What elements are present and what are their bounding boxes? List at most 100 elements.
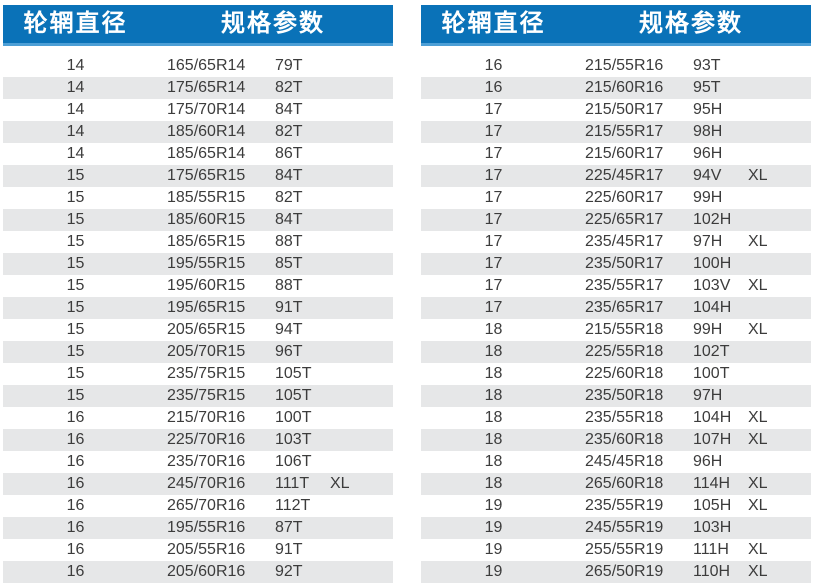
spec-table-right: 轮辋直径 规格参数 16 215/55R16 93T 16 215/60R16 … [421, 5, 811, 583]
tire-size-cell: 245/70R16 [167, 475, 246, 492]
tire-size-cell: 175/65R14 [167, 79, 246, 96]
rim-diameter-cell: 15 [66, 321, 85, 338]
load-speed-rating-cell: 86T [275, 145, 303, 162]
load-speed-rating-cell: 103V [693, 277, 731, 294]
load-speed-rating-cell: 91T [275, 299, 303, 316]
table-row: 14 175/70R14 84T [3, 99, 393, 121]
rim-diameter-header: 轮辋直径 [23, 10, 128, 37]
xl-flag-cell [330, 517, 370, 539]
rim-diameter-cell: 18 [484, 475, 503, 492]
xl-flag-cell [748, 385, 788, 407]
table-header: 轮辋直径 规格参数 [3, 5, 393, 46]
tire-size-cell: 215/50R17 [585, 101, 664, 118]
load-speed-rating-cell: 84T [275, 167, 303, 184]
xl-flag-cell [748, 77, 788, 99]
tire-size-cell: 235/65R17 [585, 299, 664, 316]
table-row: 18 235/60R18 107H XL [421, 429, 811, 451]
load-speed-rating-cell: 82T [275, 189, 303, 206]
xl-flag-cell [330, 209, 370, 231]
table-row: 18 225/60R18 100T [421, 363, 811, 385]
table-row: 17 225/65R17 102H [421, 209, 811, 231]
load-speed-rating-cell: 105T [275, 365, 312, 382]
tire-size-cell: 195/55R15 [167, 255, 246, 272]
table-row: 14 175/65R14 82T [3, 77, 393, 99]
load-speed-rating-cell: 79T [275, 57, 303, 74]
tire-size-cell: 185/60R15 [167, 211, 246, 228]
tire-size-cell: 225/65R17 [585, 211, 664, 228]
load-speed-rating-cell: 96T [275, 343, 303, 360]
rim-diameter-cell: 19 [484, 497, 503, 514]
spec-table-body: 16 215/55R16 93T 16 215/60R16 95T 17 215… [421, 55, 811, 583]
table-row: 17 225/60R17 99H [421, 187, 811, 209]
xl-flag-cell [748, 209, 788, 231]
xl-flag-cell: XL [748, 277, 768, 294]
rim-diameter-cell: 15 [66, 189, 85, 206]
xl-flag-cell: XL [748, 431, 768, 448]
load-speed-rating-cell: 97H [693, 387, 723, 404]
table-row: 17 235/55R17 103V XL [421, 275, 811, 297]
table-row: 19 255/55R19 111H XL [421, 539, 811, 561]
rim-diameter-cell: 15 [66, 343, 85, 360]
rim-diameter-cell: 17 [484, 211, 503, 228]
rim-diameter-cell: 16 [484, 57, 503, 74]
xl-flag-cell: XL [748, 167, 768, 184]
rim-diameter-cell: 18 [484, 431, 503, 448]
tire-size-cell: 205/65R15 [167, 321, 246, 338]
tire-size-cell: 235/75R15 [167, 387, 246, 404]
rim-diameter-cell: 14 [66, 79, 85, 96]
spec-params-header: 规格参数 [221, 10, 325, 37]
xl-flag-cell [748, 253, 788, 275]
load-speed-rating-cell: 91T [275, 541, 303, 558]
load-speed-rating-cell: 84T [275, 101, 303, 118]
xl-flag-cell [748, 143, 788, 165]
table-row: 16 225/70R16 103T [3, 429, 393, 451]
tire-size-cell: 185/55R15 [167, 189, 246, 206]
tire-size-cell: 205/70R15 [167, 343, 246, 360]
xl-flag-cell [748, 517, 788, 539]
xl-flag-cell [330, 561, 370, 583]
rim-diameter-cell: 17 [484, 299, 503, 316]
tire-size-cell: 225/45R17 [585, 167, 664, 184]
rim-diameter-cell: 14 [66, 145, 85, 162]
table-row: 15 195/55R15 85T [3, 253, 393, 275]
tire-size-cell: 265/60R18 [585, 475, 664, 492]
load-speed-rating-cell: 94T [275, 321, 303, 338]
load-speed-rating-cell: 112T [275, 497, 311, 514]
table-row: 18 225/55R18 102T [421, 341, 811, 363]
rim-diameter-cell: 15 [66, 255, 85, 272]
rim-diameter-cell: 18 [484, 409, 503, 426]
tire-size-cell: 175/65R15 [167, 167, 246, 184]
load-speed-rating-cell: 93T [693, 57, 721, 74]
table-row: 17 235/65R17 104H [421, 297, 811, 319]
rim-diameter-header: 轮辋直径 [441, 10, 546, 37]
rim-diameter-cell: 15 [66, 299, 85, 316]
tire-size-cell: 235/55R17 [585, 277, 664, 294]
spec-table-left: 轮辋直径 规格参数 14 165/65R14 79T 14 175/65R14 … [3, 5, 393, 583]
tire-size-cell: 235/45R17 [585, 233, 664, 250]
load-speed-rating-cell: 88T [275, 233, 303, 250]
load-speed-rating-cell: 103H [693, 519, 732, 536]
xl-flag-cell [330, 77, 370, 99]
load-speed-rating-cell: 102T [693, 343, 730, 360]
table-row: 18 235/50R18 97H [421, 385, 811, 407]
xl-flag-cell [748, 99, 788, 121]
xl-flag-cell [330, 385, 370, 407]
load-speed-rating-cell: 96H [693, 145, 723, 162]
table-row: 15 205/70R15 96T [3, 341, 393, 363]
table-row: 15 235/75R15 105T [3, 363, 393, 385]
table-row: 18 265/60R18 114H XL [421, 473, 811, 495]
load-speed-rating-cell: 82T [275, 123, 303, 140]
load-speed-rating-cell: 88T [275, 277, 303, 294]
rim-diameter-cell: 16 [66, 563, 85, 580]
table-row: 16 265/70R16 112T [3, 495, 393, 517]
xl-flag-cell: XL [748, 233, 768, 250]
table-row: 19 265/50R19 110H XL [421, 561, 811, 583]
xl-flag-cell [748, 55, 788, 77]
table-row: 16 205/60R16 92T [3, 561, 393, 583]
tire-size-cell: 215/55R17 [585, 123, 664, 140]
load-speed-rating-cell: 114H [693, 475, 731, 492]
load-speed-rating-cell: 97H [693, 233, 723, 250]
rim-diameter-cell: 17 [484, 255, 503, 272]
load-speed-rating-cell: 111T [275, 475, 310, 492]
table-row: 17 235/45R17 97H XL [421, 231, 811, 253]
